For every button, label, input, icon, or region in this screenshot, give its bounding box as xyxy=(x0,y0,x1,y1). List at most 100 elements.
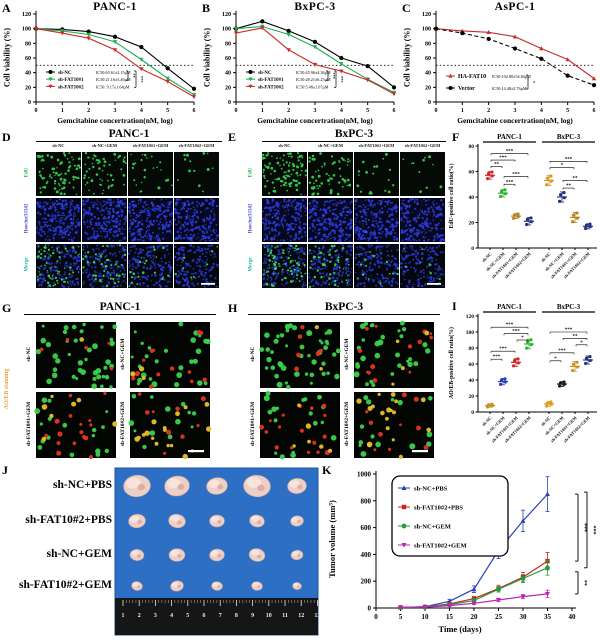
svg-text:3: 3 xyxy=(114,108,117,114)
panel-h-cell-2-label: sh-NC+GEM xyxy=(344,338,350,370)
svg-text:***: *** xyxy=(331,72,336,80)
svg-text:25: 25 xyxy=(495,613,503,621)
svg-text:100: 100 xyxy=(22,27,31,33)
svg-text:sh-FAT10#2+GEM: sh-FAT10#2+GEM xyxy=(414,543,467,550)
svg-text:5: 5 xyxy=(166,108,169,114)
svg-text:40: 40 xyxy=(469,378,475,384)
svg-text:6: 6 xyxy=(393,108,396,114)
svg-text:***: *** xyxy=(506,150,514,155)
svg-text:0: 0 xyxy=(435,108,438,114)
svg-text:1: 1 xyxy=(122,613,125,619)
panel-j-letter: J xyxy=(2,463,8,477)
svg-text:sh-NC: sh-NC xyxy=(540,251,552,263)
panel-j-row-3-label: sh-NC+GEM xyxy=(46,548,112,560)
panel-k-yaxis-label: Tumor volume (mm³) xyxy=(327,500,337,578)
panel-g-cell-1-label: sh-NC xyxy=(26,346,32,362)
svg-text:sh-NC+GEM: sh-NC+GEM xyxy=(414,524,451,531)
svg-text:***: *** xyxy=(565,328,573,333)
svg-text:5: 5 xyxy=(399,613,403,621)
svg-text:IC50:192.80±54.84μM: IC50:192.80±54.84μM xyxy=(492,74,531,79)
svg-text:PANC-1: PANC-1 xyxy=(497,133,522,141)
svg-text:*: * xyxy=(521,336,524,341)
svg-text:60: 60 xyxy=(25,56,31,62)
panel-e-letter: E xyxy=(228,130,237,144)
svg-text:7: 7 xyxy=(219,613,222,619)
svg-text:***: *** xyxy=(590,525,596,534)
svg-text:sh-NC+PBS: sh-NC+PBS xyxy=(414,486,448,493)
svg-text:400: 400 xyxy=(361,551,372,559)
panel-e-col-4: sh-FAT10#2+GEM xyxy=(404,143,441,148)
svg-text:2: 2 xyxy=(138,613,141,619)
svg-text:0: 0 xyxy=(35,108,38,114)
svg-text:2: 2 xyxy=(87,108,90,114)
panel-h-letter: H xyxy=(228,301,238,315)
panel-h-cell-1-label: sh-NC xyxy=(250,346,256,362)
panel-d-col-3: sh-FAT10#1+GEM xyxy=(132,143,169,148)
svg-text:**: ** xyxy=(566,184,572,189)
panel-f-dotplot: 020406080PANC-1sh-NCsh-NC+GEMsh-FAT10#1+… xyxy=(469,133,597,279)
svg-text:120: 120 xyxy=(422,12,431,18)
svg-text:80: 80 xyxy=(225,41,231,47)
svg-text:*: * xyxy=(531,81,536,84)
svg-text:800: 800 xyxy=(361,497,372,505)
svg-text:0: 0 xyxy=(235,108,238,114)
svg-text:20: 20 xyxy=(469,394,475,400)
svg-text:60: 60 xyxy=(425,56,431,62)
panel-e-col-2: sh-NC+GEM xyxy=(318,143,343,148)
svg-text:30: 30 xyxy=(520,613,528,621)
svg-text:0: 0 xyxy=(368,605,372,613)
svg-text:sh-FAT10#1: sh-FAT10#1 xyxy=(258,78,284,83)
panel-g-cell-4-label: sh-FAT10#2+GEM xyxy=(120,401,126,447)
svg-text:4: 4 xyxy=(540,108,543,114)
svg-text:80: 80 xyxy=(425,41,431,47)
svg-text:***: *** xyxy=(581,523,587,532)
svg-text:600: 600 xyxy=(361,524,372,532)
svg-text:5: 5 xyxy=(186,613,189,619)
svg-text:6: 6 xyxy=(193,108,196,114)
svg-text:0: 0 xyxy=(428,100,431,106)
svg-text:3: 3 xyxy=(514,108,517,114)
svg-text:5: 5 xyxy=(366,108,369,114)
svg-text:1000: 1000 xyxy=(357,471,372,479)
svg-text:***: *** xyxy=(506,323,514,328)
svg-text:120: 120 xyxy=(466,314,475,320)
svg-text:IC50: 9.17±1.64μM: IC50: 9.17±1.64μM xyxy=(96,84,130,89)
svg-text:1: 1 xyxy=(61,108,64,114)
panel-h-cell-3-label: sh-FAT10#1+GEM xyxy=(250,401,256,447)
svg-text:sh-FAT10#2+PBS: sh-FAT10#2+PBS xyxy=(414,505,463,512)
svg-text:sh-FAT10#2: sh-FAT10#2 xyxy=(58,85,84,90)
panel-f-yaxis-label: EdU-positive cell ratio(%) xyxy=(449,163,455,229)
svg-text:60: 60 xyxy=(225,56,231,62)
panel-b-viability-chart: 0 20 40 60 80 100 120 0 1 2 3 4 5 6 sh-NC IC50:45.96±4.… xyxy=(222,11,397,114)
panel-g-letter: G xyxy=(2,301,12,315)
svg-text:***: *** xyxy=(565,157,573,162)
svg-text:sh-NC: sh-NC xyxy=(481,415,493,427)
panel-a-title: PANC-1 xyxy=(93,1,137,13)
svg-text:Vector: Vector xyxy=(458,86,475,92)
svg-text:sh-NC: sh-NC xyxy=(481,251,493,263)
panel-h-aoeb-grid xyxy=(259,320,434,460)
svg-text:*: * xyxy=(580,341,583,346)
panel-e-row-edu-label: EdU xyxy=(248,167,254,178)
panel-c-letter: C xyxy=(402,1,411,15)
svg-text:20: 20 xyxy=(25,85,31,91)
panel-b-letter: B xyxy=(202,1,211,15)
svg-text:20: 20 xyxy=(225,85,231,91)
svg-text:0: 0 xyxy=(28,100,31,106)
svg-text:***: *** xyxy=(512,330,520,335)
svg-text:***: *** xyxy=(558,349,566,354)
svg-text:40: 40 xyxy=(225,71,231,77)
panel-d-col-4: sh-FAT10#2+GEM xyxy=(178,143,215,148)
svg-text:PANC-1: PANC-1 xyxy=(497,303,522,311)
svg-text:10: 10 xyxy=(266,613,272,619)
panel-g-stain-label: AO/EB staining xyxy=(4,368,10,410)
svg-text:BxPC-3: BxPC-3 xyxy=(557,133,581,141)
panel-a-letter: A xyxy=(2,1,11,15)
panel-e-microscopy-grid xyxy=(261,152,446,289)
svg-text:4: 4 xyxy=(140,108,143,114)
svg-text:35: 35 xyxy=(544,613,552,621)
panel-k-letter: K xyxy=(322,463,332,477)
svg-text:***: *** xyxy=(506,180,514,185)
svg-text:sh-NC: sh-NC xyxy=(540,415,552,427)
